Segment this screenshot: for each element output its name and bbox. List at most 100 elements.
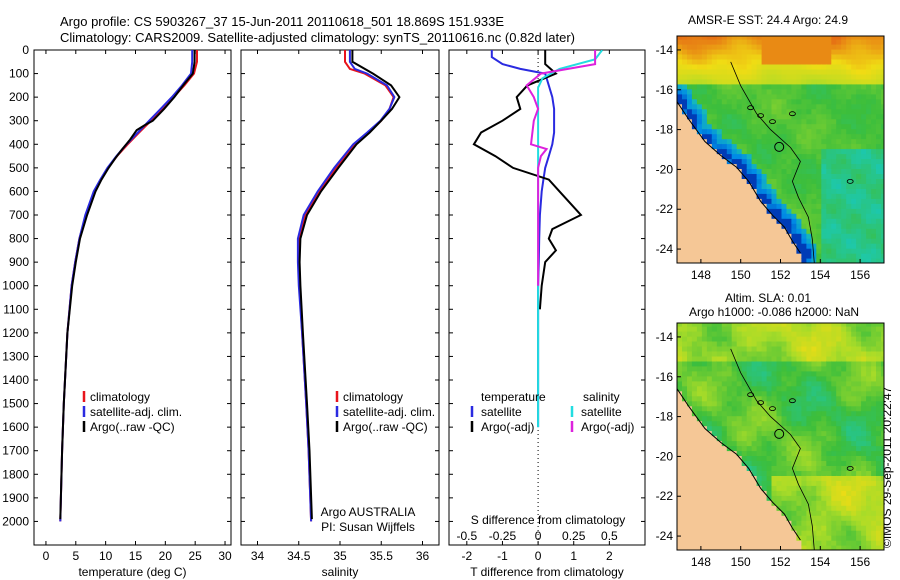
map-cell bbox=[682, 460, 688, 466]
map-cell bbox=[756, 83, 763, 90]
map-cell bbox=[756, 415, 763, 422]
map-cell bbox=[861, 143, 867, 150]
map-cell bbox=[881, 163, 884, 169]
map-cell bbox=[716, 470, 723, 476]
map-cell bbox=[806, 515, 812, 521]
map-cell bbox=[736, 258, 743, 263]
map-cell bbox=[766, 375, 773, 382]
map-cell bbox=[841, 258, 847, 263]
map-cell bbox=[796, 78, 802, 85]
map-cell bbox=[696, 475, 703, 481]
map-cell bbox=[716, 238, 723, 244]
map-cell bbox=[682, 39, 688, 45]
map-cell bbox=[786, 460, 793, 466]
map-cell bbox=[866, 253, 872, 259]
map-cell bbox=[841, 173, 847, 179]
map-cell bbox=[751, 78, 758, 85]
map-cell bbox=[856, 83, 862, 90]
map-cell bbox=[701, 455, 708, 461]
map-cell bbox=[771, 480, 778, 486]
map-cell bbox=[701, 68, 708, 75]
map-cell bbox=[716, 355, 723, 362]
map-cell bbox=[801, 73, 807, 80]
map-cell bbox=[796, 193, 802, 199]
map-cell bbox=[736, 430, 743, 437]
map-cell bbox=[881, 440, 884, 447]
reef-outline bbox=[789, 111, 796, 117]
map-cell bbox=[811, 365, 817, 372]
map-cell bbox=[726, 545, 733, 550]
map-cell bbox=[731, 455, 738, 461]
map-cell bbox=[691, 385, 698, 392]
map-cell bbox=[791, 213, 797, 219]
map-cell bbox=[866, 490, 872, 496]
map-cell bbox=[736, 530, 743, 536]
map-cell bbox=[871, 138, 877, 145]
map-cell bbox=[846, 198, 852, 204]
map-cell bbox=[821, 88, 827, 95]
map-cell bbox=[701, 228, 708, 234]
map-cell bbox=[816, 123, 822, 130]
map-cell bbox=[831, 405, 837, 412]
map-cell bbox=[756, 345, 763, 352]
map-cell bbox=[701, 248, 708, 254]
map-cell bbox=[791, 415, 797, 422]
map-cell bbox=[761, 128, 768, 135]
map-cell bbox=[746, 331, 753, 337]
map-cell bbox=[741, 118, 748, 125]
map-cell bbox=[696, 331, 703, 337]
map-cell bbox=[701, 258, 708, 263]
map-cell bbox=[841, 485, 847, 491]
map-cell bbox=[746, 208, 753, 214]
map-cell bbox=[706, 530, 713, 536]
x-tick-label: 148 bbox=[691, 268, 711, 282]
map-cell bbox=[711, 490, 718, 496]
map-cell bbox=[776, 173, 783, 179]
map-cell bbox=[781, 48, 788, 55]
map-cell bbox=[846, 335, 852, 342]
map-cell bbox=[791, 435, 797, 442]
map-cell bbox=[861, 335, 867, 342]
map-cell bbox=[766, 63, 773, 70]
map-cell bbox=[741, 375, 748, 382]
map-cell bbox=[866, 540, 872, 546]
map-cell bbox=[831, 68, 837, 75]
map-cell bbox=[881, 420, 884, 427]
map-cell bbox=[826, 178, 832, 184]
map-cell bbox=[701, 98, 708, 105]
map-cell bbox=[796, 470, 802, 476]
map-cell bbox=[841, 540, 847, 546]
map-cell bbox=[856, 108, 862, 115]
map-cell bbox=[696, 48, 703, 55]
map-cell bbox=[761, 53, 768, 60]
map-cell bbox=[856, 405, 862, 412]
map-cell bbox=[677, 218, 683, 224]
map-cell bbox=[711, 500, 718, 506]
map-cell bbox=[841, 98, 847, 105]
map-cell bbox=[811, 228, 817, 234]
map-cell bbox=[851, 203, 857, 209]
map-cell bbox=[881, 425, 884, 432]
map-cell bbox=[786, 258, 793, 263]
map-cell bbox=[687, 326, 693, 332]
map-cell bbox=[677, 445, 683, 452]
map-cell bbox=[841, 405, 847, 412]
map-cell bbox=[776, 113, 783, 120]
map-cell bbox=[861, 495, 867, 501]
map-cell bbox=[726, 355, 733, 362]
map-cell bbox=[876, 326, 882, 332]
map-cell bbox=[866, 365, 872, 372]
map-cell bbox=[826, 415, 832, 422]
map-cell bbox=[687, 370, 693, 377]
map-cell bbox=[736, 535, 743, 541]
map-cell bbox=[771, 490, 778, 496]
map-cell bbox=[701, 331, 708, 337]
map-cell bbox=[881, 148, 884, 155]
map-cell bbox=[687, 390, 693, 397]
map-cell bbox=[791, 390, 797, 397]
map-cell bbox=[682, 510, 688, 516]
map-cell bbox=[846, 233, 852, 239]
map-cell bbox=[801, 238, 807, 244]
map-cell bbox=[836, 39, 842, 45]
map-cell bbox=[786, 108, 793, 115]
